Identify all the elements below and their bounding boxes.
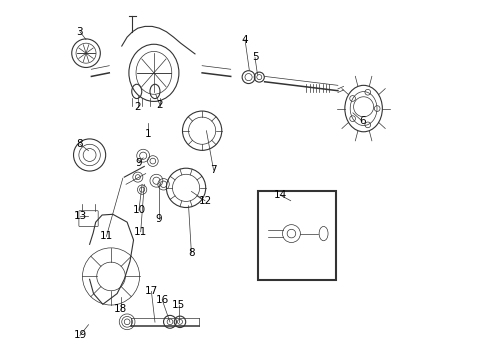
Text: 14: 14 — [273, 190, 287, 200]
Text: 3: 3 — [76, 27, 83, 37]
Text: 17: 17 — [145, 287, 158, 296]
Text: 2: 2 — [135, 102, 141, 112]
Text: 18: 18 — [114, 304, 127, 314]
Text: 8: 8 — [76, 139, 83, 149]
Text: 19: 19 — [74, 330, 87, 341]
Text: 7: 7 — [210, 165, 217, 175]
Text: 10: 10 — [132, 205, 146, 215]
Text: 9: 9 — [136, 158, 142, 168]
Text: 11: 11 — [100, 231, 113, 242]
Text: 1: 1 — [145, 129, 151, 139]
Text: 15: 15 — [172, 300, 186, 310]
Text: 2: 2 — [157, 100, 163, 110]
Text: 6: 6 — [359, 116, 366, 126]
Text: 12: 12 — [198, 196, 212, 206]
Text: 8: 8 — [188, 248, 195, 258]
Text: 9: 9 — [155, 214, 162, 224]
Text: 13: 13 — [74, 211, 87, 221]
Text: 4: 4 — [242, 35, 248, 45]
Text: 11: 11 — [134, 227, 147, 237]
Text: 5: 5 — [252, 53, 258, 63]
Bar — [258, 191, 336, 280]
Text: 16: 16 — [155, 295, 169, 305]
FancyBboxPatch shape — [79, 211, 98, 226]
